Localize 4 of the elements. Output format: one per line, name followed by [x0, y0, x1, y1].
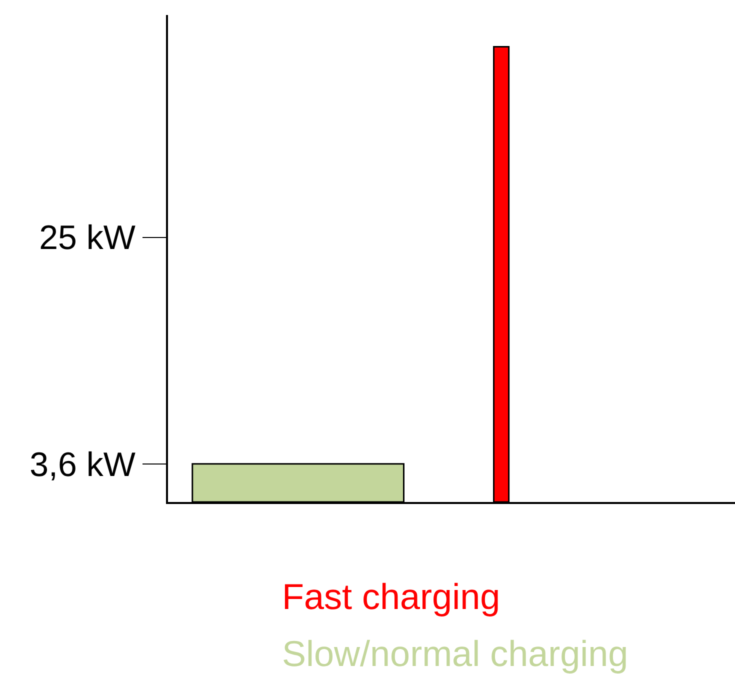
text: Slow/normal charging [282, 633, 628, 674]
y-tick-label: 3,6 kW [30, 446, 136, 484]
y-tick-label: 25 kW [39, 219, 136, 258]
text: Fast charging [282, 576, 500, 617]
